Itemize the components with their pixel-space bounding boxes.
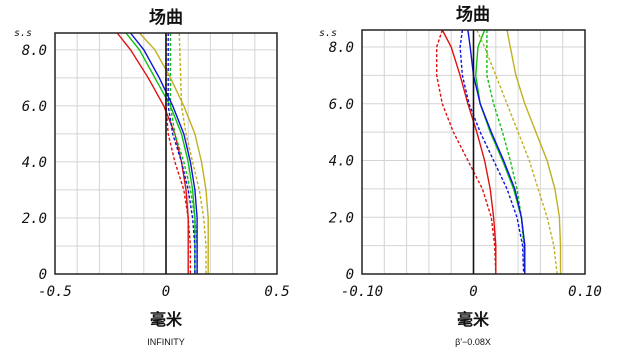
- sagittal-curve: [178, 32, 207, 274]
- chart-title: 场曲: [456, 5, 490, 25]
- x-axis-label: 毫米: [457, 310, 490, 329]
- object-distance-note: INFINITY: [147, 337, 185, 347]
- tangential-curve: [441, 29, 497, 274]
- plot-frame: [361, 29, 586, 275]
- tangential-curve: [116, 32, 189, 274]
- sagittal-curve: [486, 30, 526, 275]
- y-tick-label: 6.0: [329, 97, 354, 113]
- y-tick-label: 2.0: [22, 211, 47, 227]
- y-tick-label: 4.0: [22, 155, 47, 171]
- tangential-curve: [506, 29, 562, 274]
- y-tick-label: 8.0: [329, 40, 354, 56]
- sagittal-curve: [459, 29, 525, 275]
- y-tick-label: 2.0: [329, 210, 354, 226]
- sagittal-curve: [436, 29, 497, 275]
- series-group: [436, 29, 562, 275]
- y-tick-label: 0: [39, 267, 47, 283]
- x-tick-label: 0: [162, 284, 170, 300]
- x-tick-label: -0.10: [341, 284, 383, 300]
- sagittal-curve: [169, 33, 198, 274]
- tangential-curve: [138, 32, 209, 274]
- y-axis-label: s.s: [14, 28, 32, 39]
- series-group: [116, 32, 209, 274]
- sagittal-curve: [167, 33, 196, 274]
- x-tick-label: 0: [469, 284, 477, 300]
- y-tick-label: 0: [346, 267, 354, 283]
- sagittal-curve: [476, 29, 558, 275]
- x-axis-label: 毫米: [150, 310, 183, 329]
- y-tick-label: 6.0: [22, 99, 47, 115]
- object-distance-note: β'−0.08X: [455, 337, 491, 347]
- tangential-curve: [467, 29, 526, 274]
- x-tick-label: 0.5: [264, 284, 289, 300]
- y-tick-label: 4.0: [329, 154, 354, 170]
- x-tick-label: -0.5: [38, 284, 72, 300]
- y-axis-label: s.s: [319, 28, 337, 39]
- tangential-curve: [129, 32, 198, 274]
- y-tick-label: 8.0: [22, 43, 47, 59]
- tangential-curve: [125, 32, 196, 274]
- x-tick-label: 0.10: [568, 284, 602, 300]
- plot-frame: [54, 32, 278, 275]
- chart-title: 场曲: [149, 8, 183, 28]
